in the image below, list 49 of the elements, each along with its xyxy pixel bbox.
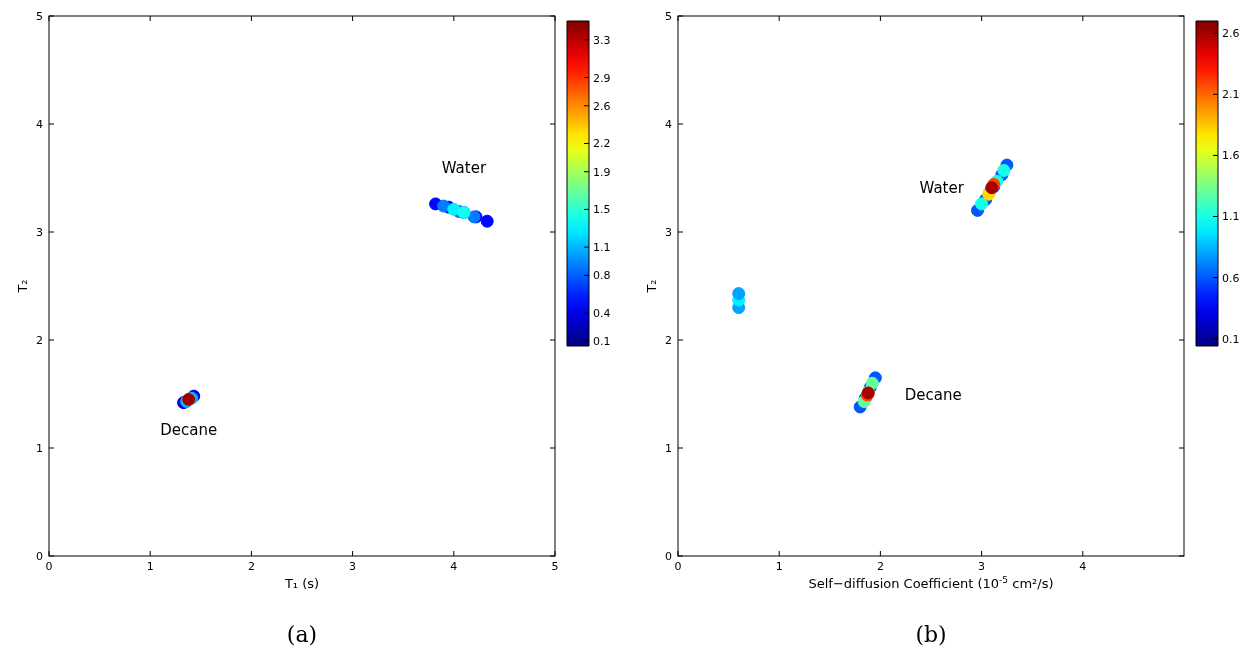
color-bar-label: 1.9 <box>593 165 611 179</box>
text: (a) <box>286 622 318 647</box>
color-bar-label: 0.6 <box>1222 271 1240 285</box>
y-tick-label: 2 <box>36 334 43 347</box>
x-tick-label: 5 <box>551 560 559 573</box>
text: (b) <box>915 622 947 647</box>
annotation: Water <box>441 158 487 177</box>
x-tick-label: 4 <box>1079 560 1087 573</box>
annotation: Decane <box>160 421 218 440</box>
color-bar-label: 1.1 <box>593 241 611 255</box>
y-axis-title: T₂ <box>644 279 659 294</box>
annotation: Water <box>919 178 965 197</box>
annotation: Decane <box>904 385 962 404</box>
y-tick-label: 0 <box>665 550 672 563</box>
color-bar-label: 1.1 <box>1222 210 1240 224</box>
color-bar-label: 3.3 <box>593 33 611 47</box>
color-bar-label: 0.1 <box>1222 332 1240 346</box>
x-tick-label: 1 <box>146 560 154 573</box>
y-tick-label: 1 <box>36 442 43 455</box>
color-bar-label: 2.6 <box>593 99 611 113</box>
x-axis-title: Self−diffusion Coefficient (10$^{-5}$ cm²/s) <box>808 575 1054 591</box>
y-tick-label: 5 <box>665 10 672 23</box>
x-tick-label: 2 <box>876 560 884 573</box>
x-tick-label: 2 <box>247 560 255 573</box>
x-tick-label: 3 <box>349 560 357 573</box>
x-axis-title: T₁ (s) <box>283 576 320 591</box>
y-tick-label: 0 <box>36 550 43 563</box>
color-bar-label: 0.4 <box>593 307 611 321</box>
y-tick-label: 2 <box>665 334 672 347</box>
color-bar-label: 1.6 <box>1222 149 1240 163</box>
x-tick-label: 0 <box>45 560 53 573</box>
y-tick-label: 5 <box>36 10 43 23</box>
color-bar-label: 0.8 <box>593 269 611 283</box>
y-tick-label: 3 <box>665 226 672 239</box>
x-tick-label: 0 <box>674 560 682 573</box>
x-tick-label: 3 <box>978 560 986 573</box>
y-tick-label: 3 <box>36 226 43 239</box>
y-axis-title: T₂ <box>15 279 30 294</box>
color-bar-label: 2.2 <box>593 137 611 151</box>
y-tick-label: 1 <box>665 442 672 455</box>
color-bar-label: 2.6 <box>1222 27 1240 41</box>
y-tick-label: 4 <box>665 118 672 131</box>
color-bar-label: 2.9 <box>593 71 611 85</box>
x-tick-label: 1 <box>775 560 783 573</box>
color-bar-label: 1.5 <box>593 203 611 217</box>
color-bar-label: 2.1 <box>1222 88 1240 102</box>
x-tick-label: 4 <box>450 560 458 573</box>
color-bar-label: 0.1 <box>593 335 611 349</box>
y-tick-label: 4 <box>36 118 43 131</box>
